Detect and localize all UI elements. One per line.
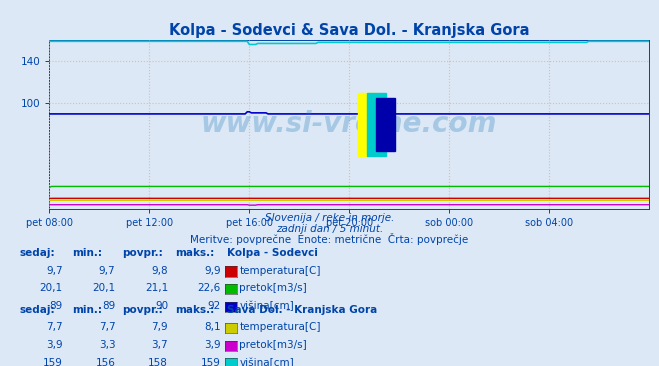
Text: 7,7: 7,7 [46, 322, 63, 332]
Text: 89: 89 [102, 301, 115, 311]
Text: 7,7: 7,7 [99, 322, 115, 332]
Text: 9,9: 9,9 [204, 266, 221, 276]
Text: 159: 159 [201, 358, 221, 366]
Text: povpr.:: povpr.: [122, 248, 163, 258]
Bar [358, 93, 376, 156]
Text: 158: 158 [148, 358, 168, 366]
Text: 21,1: 21,1 [145, 283, 168, 293]
Text: maks.:: maks.: [175, 305, 214, 315]
Title: Kolpa - Sodevci & Sava Dol. - Kranjska Gora: Kolpa - Sodevci & Sava Dol. - Kranjska G… [169, 23, 530, 38]
Bar [376, 98, 395, 151]
Text: sedaj:: sedaj: [20, 305, 55, 315]
Text: www.si-vreme.com: www.si-vreme.com [201, 111, 498, 138]
Text: Meritve: povprečne  Enote: metrične  Črta: povprečje: Meritve: povprečne Enote: metrične Črta:… [190, 234, 469, 245]
Text: 3,9: 3,9 [46, 340, 63, 350]
Text: 20,1: 20,1 [40, 283, 63, 293]
Text: Sava Dol. - Kranjska Gora: Sava Dol. - Kranjska Gora [227, 305, 378, 315]
Text: pretok[m3/s]: pretok[m3/s] [239, 340, 307, 350]
Text: 89: 89 [49, 301, 63, 311]
Text: 8,1: 8,1 [204, 322, 221, 332]
Text: sedaj:: sedaj: [20, 248, 55, 258]
Bar [367, 93, 386, 156]
Text: temperatura[C]: temperatura[C] [239, 266, 321, 276]
Text: 3,7: 3,7 [152, 340, 168, 350]
Text: 9,7: 9,7 [99, 266, 115, 276]
Text: zadnji dan / 5 minut.: zadnji dan / 5 minut. [276, 224, 383, 234]
Text: Slovenija / reke in morje.: Slovenija / reke in morje. [265, 213, 394, 223]
Text: 7,9: 7,9 [152, 322, 168, 332]
Text: 9,7: 9,7 [46, 266, 63, 276]
Text: 9,8: 9,8 [152, 266, 168, 276]
Text: 22,6: 22,6 [198, 283, 221, 293]
Text: povpr.:: povpr.: [122, 305, 163, 315]
Text: višina[cm]: višina[cm] [239, 357, 294, 366]
Text: maks.:: maks.: [175, 248, 214, 258]
Text: pretok[m3/s]: pretok[m3/s] [239, 283, 307, 293]
Text: temperatura[C]: temperatura[C] [239, 322, 321, 332]
Text: 90: 90 [155, 301, 168, 311]
Text: min.:: min.: [72, 248, 103, 258]
Text: 156: 156 [96, 358, 115, 366]
Text: 3,3: 3,3 [99, 340, 115, 350]
Text: višina[cm]: višina[cm] [239, 300, 294, 311]
Text: Kolpa - Sodevci: Kolpa - Sodevci [227, 248, 318, 258]
Text: 159: 159 [43, 358, 63, 366]
Text: 92: 92 [208, 301, 221, 311]
Text: 20,1: 20,1 [92, 283, 115, 293]
Text: 3,9: 3,9 [204, 340, 221, 350]
Text: min.:: min.: [72, 305, 103, 315]
